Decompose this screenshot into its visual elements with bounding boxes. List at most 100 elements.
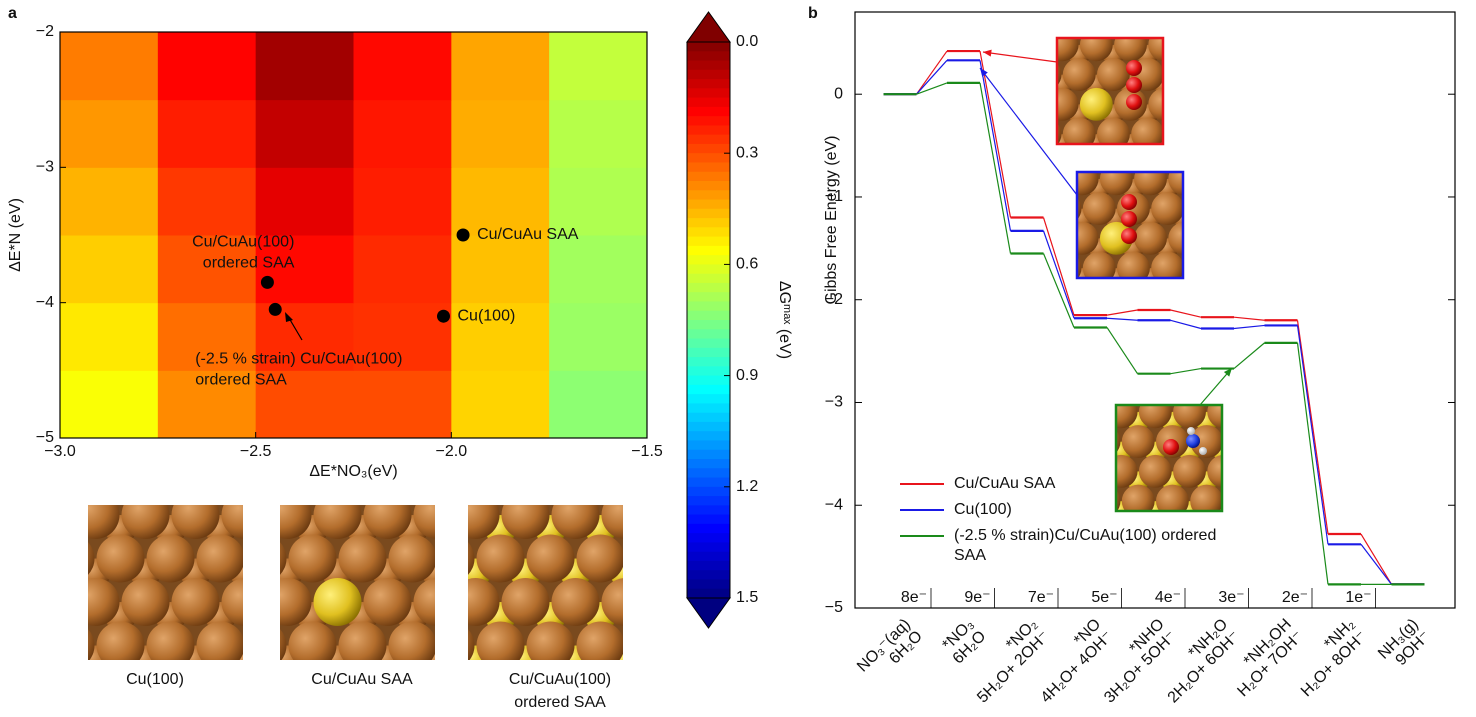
atom — [477, 622, 525, 670]
heat-cell — [158, 167, 256, 235]
heat-cell — [256, 32, 354, 100]
connector — [1298, 343, 1329, 584]
connector — [917, 51, 948, 94]
atom — [1168, 162, 1201, 195]
structure-caption: ordered SAA — [514, 694, 606, 711]
atom — [1224, 485, 1257, 518]
colorbar-tick-label: 1.5 — [736, 589, 758, 606]
atom — [314, 578, 362, 626]
atom — [552, 578, 600, 626]
atom — [577, 535, 625, 583]
point-label: (-2.5 % strain) Cu/CuAu(100) — [195, 351, 402, 368]
colorbar-step — [687, 357, 730, 367]
atom — [677, 622, 725, 670]
atom — [122, 578, 170, 626]
connector — [1234, 325, 1265, 328]
atom — [248, 602, 278, 632]
atom — [398, 689, 428, 717]
atom — [1066, 222, 1099, 255]
atom — [47, 622, 95, 670]
atom — [436, 515, 466, 545]
atom — [172, 491, 220, 539]
heat-cell — [158, 100, 256, 168]
atom — [1248, 501, 1269, 522]
atom — [1114, 28, 1147, 61]
colorbar-step — [687, 394, 730, 404]
atom — [56, 515, 86, 545]
colorbar-tick-label: 0.9 — [736, 367, 758, 384]
colorbar-step — [687, 422, 730, 432]
x-axis-label: ΔE*NO₃(eV) — [309, 463, 397, 480]
atom — [1223, 134, 1244, 155]
colorbar-step — [687, 61, 730, 71]
atom — [248, 515, 278, 545]
atom — [181, 472, 211, 502]
atom — [1131, 118, 1164, 151]
heat-cell — [60, 235, 158, 303]
atom — [1080, 88, 1113, 121]
colorbar-step — [687, 227, 730, 237]
atom — [1220, 252, 1253, 285]
heat-cell — [60, 100, 158, 168]
colorbar-step — [687, 320, 730, 330]
heat-cell — [256, 167, 354, 235]
atom — [1063, 118, 1096, 151]
atom — [364, 578, 412, 626]
atom — [1012, 147, 1045, 180]
atom — [1209, 149, 1230, 170]
colorbar-step — [687, 348, 730, 358]
colorbar-step — [687, 107, 730, 117]
point-label: Cu/CuAu SAA — [477, 226, 579, 243]
heat-cell — [60, 32, 158, 100]
atom — [1200, 0, 1233, 32]
atom — [273, 472, 303, 502]
colorbar-step — [687, 144, 730, 154]
colorbar-tip — [687, 598, 730, 628]
colorbar-step — [687, 385, 730, 395]
colorbar-step — [687, 459, 730, 469]
panel-label: a — [8, 5, 17, 22]
atom — [1126, 94, 1142, 110]
atom — [264, 665, 312, 713]
atom — [1046, 88, 1079, 121]
atom — [1265, 471, 1286, 492]
atom — [1165, 58, 1198, 91]
colorbar-step — [687, 79, 730, 89]
heat-cell — [354, 32, 452, 100]
x-tick-label: −2.5 — [240, 443, 272, 460]
atom — [172, 578, 220, 626]
structure-caption: Cu(100) — [126, 671, 184, 688]
connector — [1361, 534, 1392, 584]
atom — [1206, 45, 1227, 66]
atom — [1189, 75, 1210, 96]
atom — [1207, 395, 1240, 428]
electron-label: 7e⁻ — [1028, 589, 1054, 606]
colorbar-step — [687, 125, 730, 135]
legend-label: Cu(100) — [954, 500, 1224, 520]
legend-swatch — [900, 535, 944, 537]
atom — [1220, 192, 1253, 225]
y-tick-label: −5 — [36, 429, 54, 446]
colorbar-step — [687, 440, 730, 450]
atom — [348, 689, 378, 717]
atom — [339, 535, 387, 583]
connector — [1107, 318, 1138, 320]
x-tick-label-group: *NO₃6H₂O — [938, 616, 990, 668]
atom — [1243, 149, 1264, 170]
atom — [1035, 45, 1056, 66]
connector — [1044, 218, 1075, 316]
atom — [1126, 60, 1142, 76]
atom — [1172, 45, 1193, 66]
x-tick-label-group: NO₃⁻(aq)6H₂O — [854, 616, 926, 688]
atom — [502, 491, 550, 539]
atom — [289, 535, 337, 583]
atom — [477, 535, 525, 583]
atom — [231, 472, 261, 502]
colorbar-step — [687, 274, 730, 284]
atom — [1282, 501, 1303, 522]
connector — [1298, 325, 1329, 544]
y-tick-label: −5 — [825, 599, 843, 616]
atom — [1029, 0, 1062, 32]
colorbar-step — [687, 329, 730, 339]
heat-cell — [158, 32, 256, 100]
